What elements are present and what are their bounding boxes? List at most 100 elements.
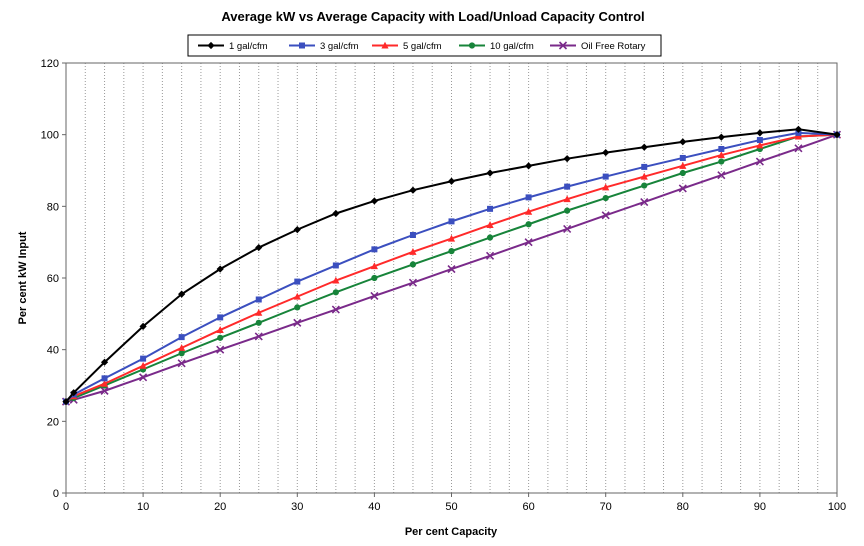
data-point (255, 319, 262, 326)
data-point (100, 358, 109, 366)
legend-marker (468, 42, 476, 49)
data-point (640, 143, 648, 151)
data-point (332, 209, 340, 218)
data-point (177, 359, 186, 368)
data-point (525, 162, 533, 170)
series-4 (61, 130, 842, 406)
data-point (525, 207, 533, 215)
data-point (293, 226, 301, 234)
data-point (254, 332, 263, 341)
series-line (65, 133, 838, 403)
data-point (216, 265, 224, 273)
data-point (486, 221, 494, 228)
data-point (679, 154, 686, 161)
data-point (640, 172, 648, 180)
data-point (332, 276, 340, 284)
y-tick-label: 0 (53, 488, 59, 500)
data-point (447, 234, 456, 242)
data-point (332, 262, 339, 269)
data-point (717, 151, 725, 159)
data-point (100, 386, 109, 395)
x-tick-label: 40 (368, 501, 380, 513)
data-point (601, 211, 610, 220)
data-point (485, 251, 495, 260)
data-point (370, 291, 379, 300)
legend-label: 1 gal/cfm (229, 41, 268, 52)
data-point (100, 379, 109, 387)
data-point (178, 290, 186, 298)
data-point (679, 138, 687, 146)
gridlines (84, 63, 819, 493)
data-point (717, 171, 726, 180)
data-point (718, 158, 725, 165)
data-point (409, 232, 416, 238)
series-line (65, 133, 838, 403)
data-point (563, 155, 571, 163)
axis-ticks: 0 10 20 30 40 50 60 70 80 90 100 0 20 40 60 80 100 120 (41, 58, 847, 513)
data-point (486, 169, 494, 177)
data-point (640, 197, 649, 207)
series-0 (62, 125, 841, 406)
data-point (448, 218, 455, 225)
x-tick-label: 50 (445, 501, 457, 513)
data-point (216, 326, 224, 333)
data-point (718, 146, 725, 152)
legend-label: 5 gal/cfm (403, 41, 442, 52)
data-point (216, 345, 225, 354)
legend-marker (381, 41, 389, 49)
data-point (370, 262, 378, 270)
data-point (564, 183, 571, 190)
data-point (294, 278, 301, 285)
data-point (755, 157, 764, 166)
data-point (602, 194, 609, 202)
data-point (756, 137, 763, 144)
data-point (217, 334, 224, 341)
data-point (409, 261, 417, 268)
x-tick-label: 10 (137, 501, 149, 513)
data-point (140, 355, 147, 362)
y-tick-label: 60 (47, 273, 59, 285)
data-point (756, 129, 764, 137)
y-axis-label: Per cent kW Input (17, 231, 29, 324)
legend-marker (299, 42, 305, 49)
data-point (679, 162, 687, 169)
series-lines (61, 125, 842, 406)
x-tick-label: 20 (214, 501, 226, 513)
data-point (563, 195, 571, 203)
data-point (756, 141, 764, 149)
data-point (641, 182, 648, 189)
data-point (178, 350, 185, 357)
data-point (448, 248, 455, 255)
data-point (794, 125, 803, 133)
data-point (679, 169, 686, 177)
legend: 1 gal/cfm 3 gal/cfm 5 gal/cfm 10 gal/cfm Oil… (187, 34, 662, 57)
data-point (486, 234, 494, 241)
data-point (794, 144, 803, 153)
x-tick-label: 90 (754, 501, 766, 513)
data-point (524, 238, 533, 247)
data-point (371, 246, 378, 253)
data-point (371, 274, 378, 282)
data-point (564, 207, 571, 214)
data-point (563, 224, 572, 233)
data-point (833, 131, 841, 139)
x-tick-label: 60 (522, 501, 534, 513)
data-point (602, 148, 610, 157)
data-point (409, 186, 417, 194)
x-tick-label: 100 (828, 501, 846, 513)
data-point (487, 205, 494, 212)
data-point (447, 264, 456, 274)
data-point (101, 375, 108, 382)
data-point (602, 183, 610, 191)
data-point (178, 334, 185, 341)
data-point (794, 132, 803, 140)
data-point (293, 318, 302, 327)
data-point (70, 389, 78, 397)
x-tick-label: 30 (291, 501, 303, 513)
data-point (447, 177, 456, 185)
data-point (370, 197, 378, 205)
x-tick-label: 0 (63, 501, 69, 513)
legend-box (187, 34, 662, 57)
data-point (331, 305, 340, 314)
